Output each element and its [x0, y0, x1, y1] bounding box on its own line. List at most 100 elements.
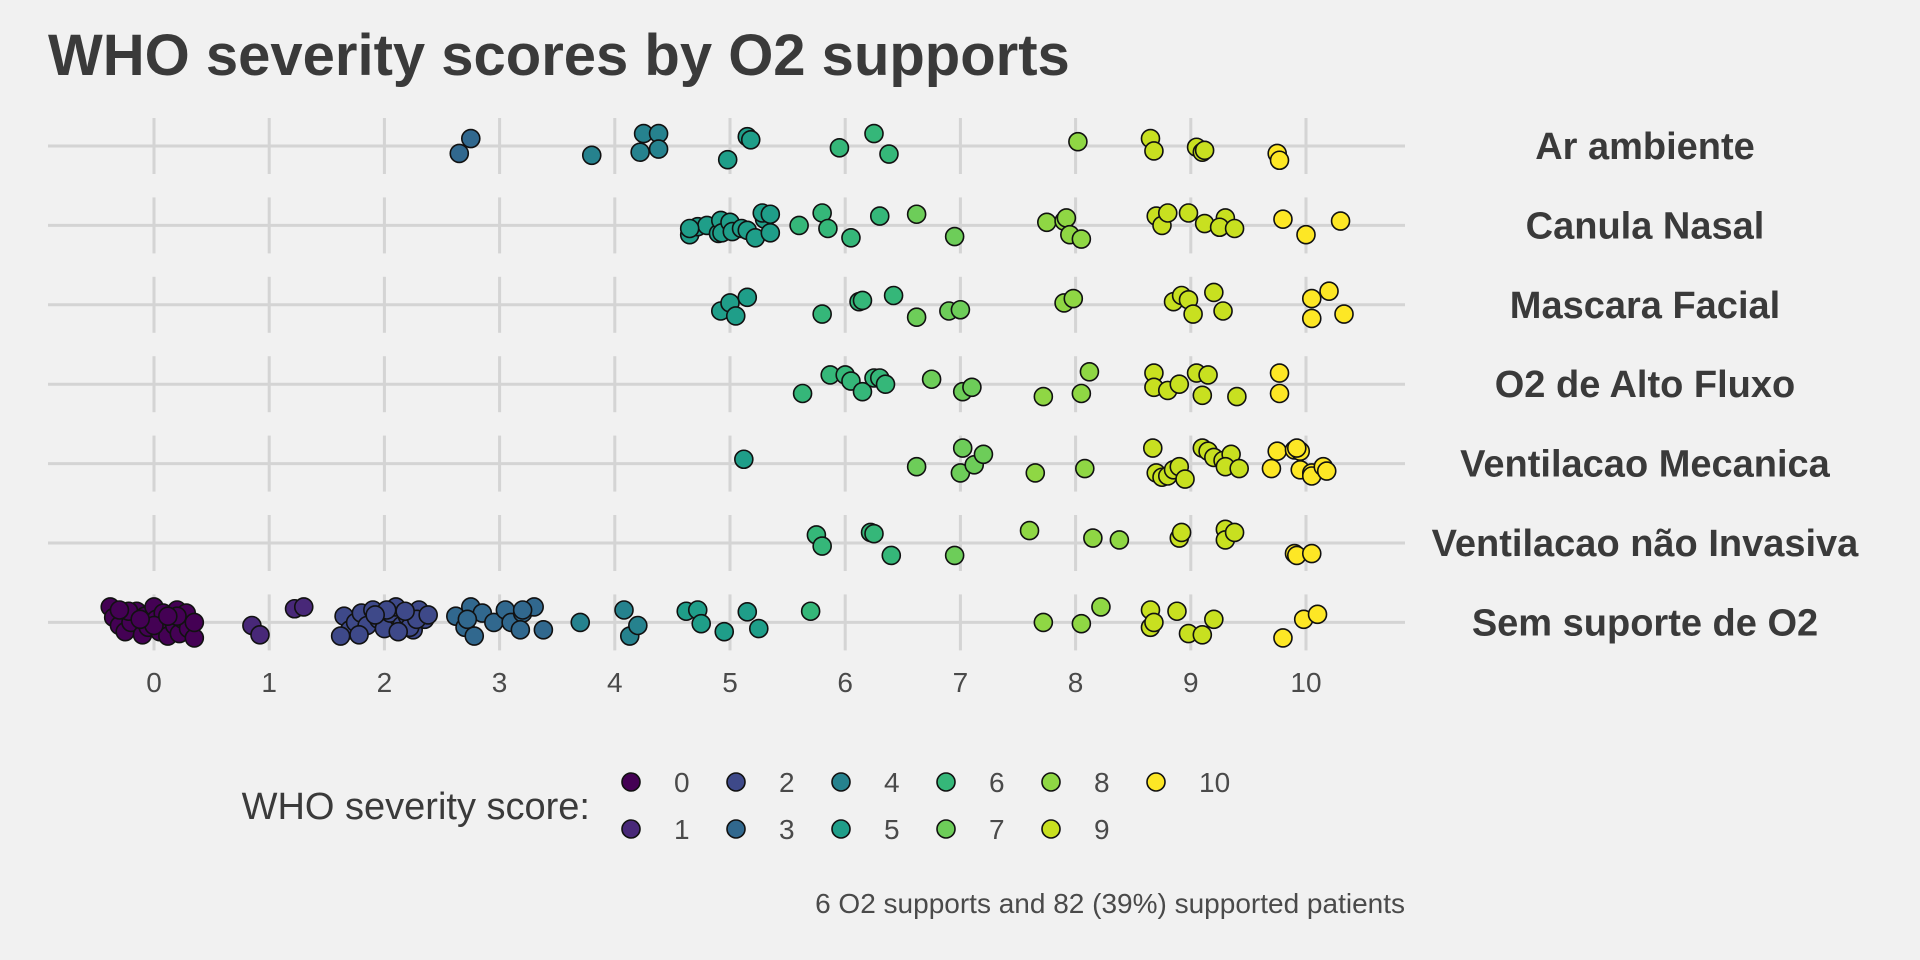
legend-key	[1041, 819, 1061, 839]
category-label: Sem suporte de O2	[1472, 602, 1818, 644]
data-point	[1261, 458, 1282, 479]
data-point	[1273, 209, 1293, 229]
data-point	[829, 138, 850, 158]
data-point	[789, 215, 809, 236]
x-tick-label: 2	[377, 667, 393, 698]
legend-key	[936, 819, 956, 839]
data-point	[1037, 212, 1057, 233]
data-point	[760, 204, 781, 225]
data-point	[881, 545, 902, 566]
data-point	[679, 218, 700, 239]
data-point	[879, 144, 899, 164]
data-point	[841, 228, 861, 248]
data-point	[1319, 281, 1339, 301]
x-tick-label: 3	[492, 667, 508, 698]
data-point	[1071, 229, 1092, 249]
x-tick-label: 6	[837, 667, 853, 698]
legend-label: 0	[674, 767, 690, 798]
data-point	[1071, 613, 1092, 634]
x-tick-label: 7	[953, 667, 969, 698]
data-point	[109, 600, 130, 620]
data-point	[734, 449, 754, 470]
data-point	[1068, 131, 1088, 152]
data-point	[250, 624, 270, 645]
category-label: Ventilacao Mecanica	[1460, 444, 1830, 486]
data-point	[1227, 386, 1247, 407]
data-point	[388, 621, 409, 642]
data-point	[1229, 458, 1249, 479]
legend-label: 6	[989, 767, 1005, 798]
data-point	[130, 609, 150, 630]
legend-label: 9	[1094, 814, 1110, 845]
data-point	[1330, 211, 1351, 231]
data-point	[395, 601, 415, 622]
data-point	[1019, 520, 1040, 541]
data-point	[1071, 383, 1092, 404]
data-point	[158, 606, 178, 627]
data-point	[944, 226, 965, 247]
data-point	[906, 204, 927, 225]
data-point	[533, 620, 554, 640]
data-point	[184, 612, 205, 633]
data-point	[1296, 224, 1316, 245]
data-point	[852, 290, 873, 311]
legend-label: 2	[779, 767, 795, 798]
data-point	[1144, 141, 1164, 161]
data-point	[1175, 469, 1195, 489]
x-tick-label: 0	[146, 667, 162, 698]
data-point	[1144, 612, 1164, 633]
data-point	[1224, 218, 1245, 239]
data-point	[1316, 461, 1337, 481]
data-point	[1301, 288, 1322, 309]
data-point	[293, 597, 314, 617]
data-point	[614, 600, 634, 620]
x-tick-label: 9	[1183, 667, 1199, 698]
data-point	[460, 128, 481, 149]
data-point	[1269, 363, 1290, 383]
data-point	[418, 605, 438, 625]
data-point	[962, 377, 982, 398]
legend-key	[621, 772, 641, 792]
x-tick-label: 5	[722, 667, 738, 698]
data-point	[1169, 374, 1190, 395]
data-point	[800, 601, 821, 622]
legend-key	[1146, 772, 1166, 792]
data-point	[1033, 612, 1054, 633]
x-tick-label: 4	[607, 667, 623, 698]
data-point	[1183, 304, 1203, 324]
data-point	[737, 287, 758, 308]
data-point	[1273, 628, 1293, 648]
x-tick-label: 1	[261, 667, 277, 698]
data-point	[1286, 438, 1307, 458]
category-label: O2 de Alto Fluxo	[1495, 364, 1796, 406]
data-point	[1224, 522, 1245, 543]
data-point	[1075, 458, 1095, 479]
data-point	[950, 299, 971, 320]
legend-key	[831, 819, 851, 839]
chart-title: WHO severity scores by O2 supports	[48, 23, 1070, 88]
x-axis-tick-labels: 0 1 2 3 4 5 6 7 8 9 10	[146, 667, 1321, 698]
data-point	[457, 609, 478, 630]
data-point	[349, 624, 369, 645]
data-point	[869, 206, 890, 226]
data-point	[630, 142, 650, 162]
data-point	[1301, 543, 1322, 564]
data-point	[464, 626, 485, 646]
data-point	[921, 369, 942, 390]
data-point	[748, 618, 769, 639]
data-point	[944, 545, 965, 566]
data-point	[512, 600, 533, 620]
legend-label: 3	[779, 814, 795, 845]
data-point	[648, 139, 669, 159]
data-point	[906, 307, 927, 328]
data-point	[737, 602, 758, 622]
data-points	[100, 123, 1354, 648]
data-point	[449, 143, 470, 164]
data-point	[570, 612, 591, 633]
legend-label: 8	[1094, 767, 1110, 798]
data-point	[1192, 385, 1213, 406]
category-label: Ventilacao não Invasiva	[1432, 523, 1860, 565]
data-point	[1033, 386, 1054, 407]
data-point	[1109, 530, 1130, 550]
